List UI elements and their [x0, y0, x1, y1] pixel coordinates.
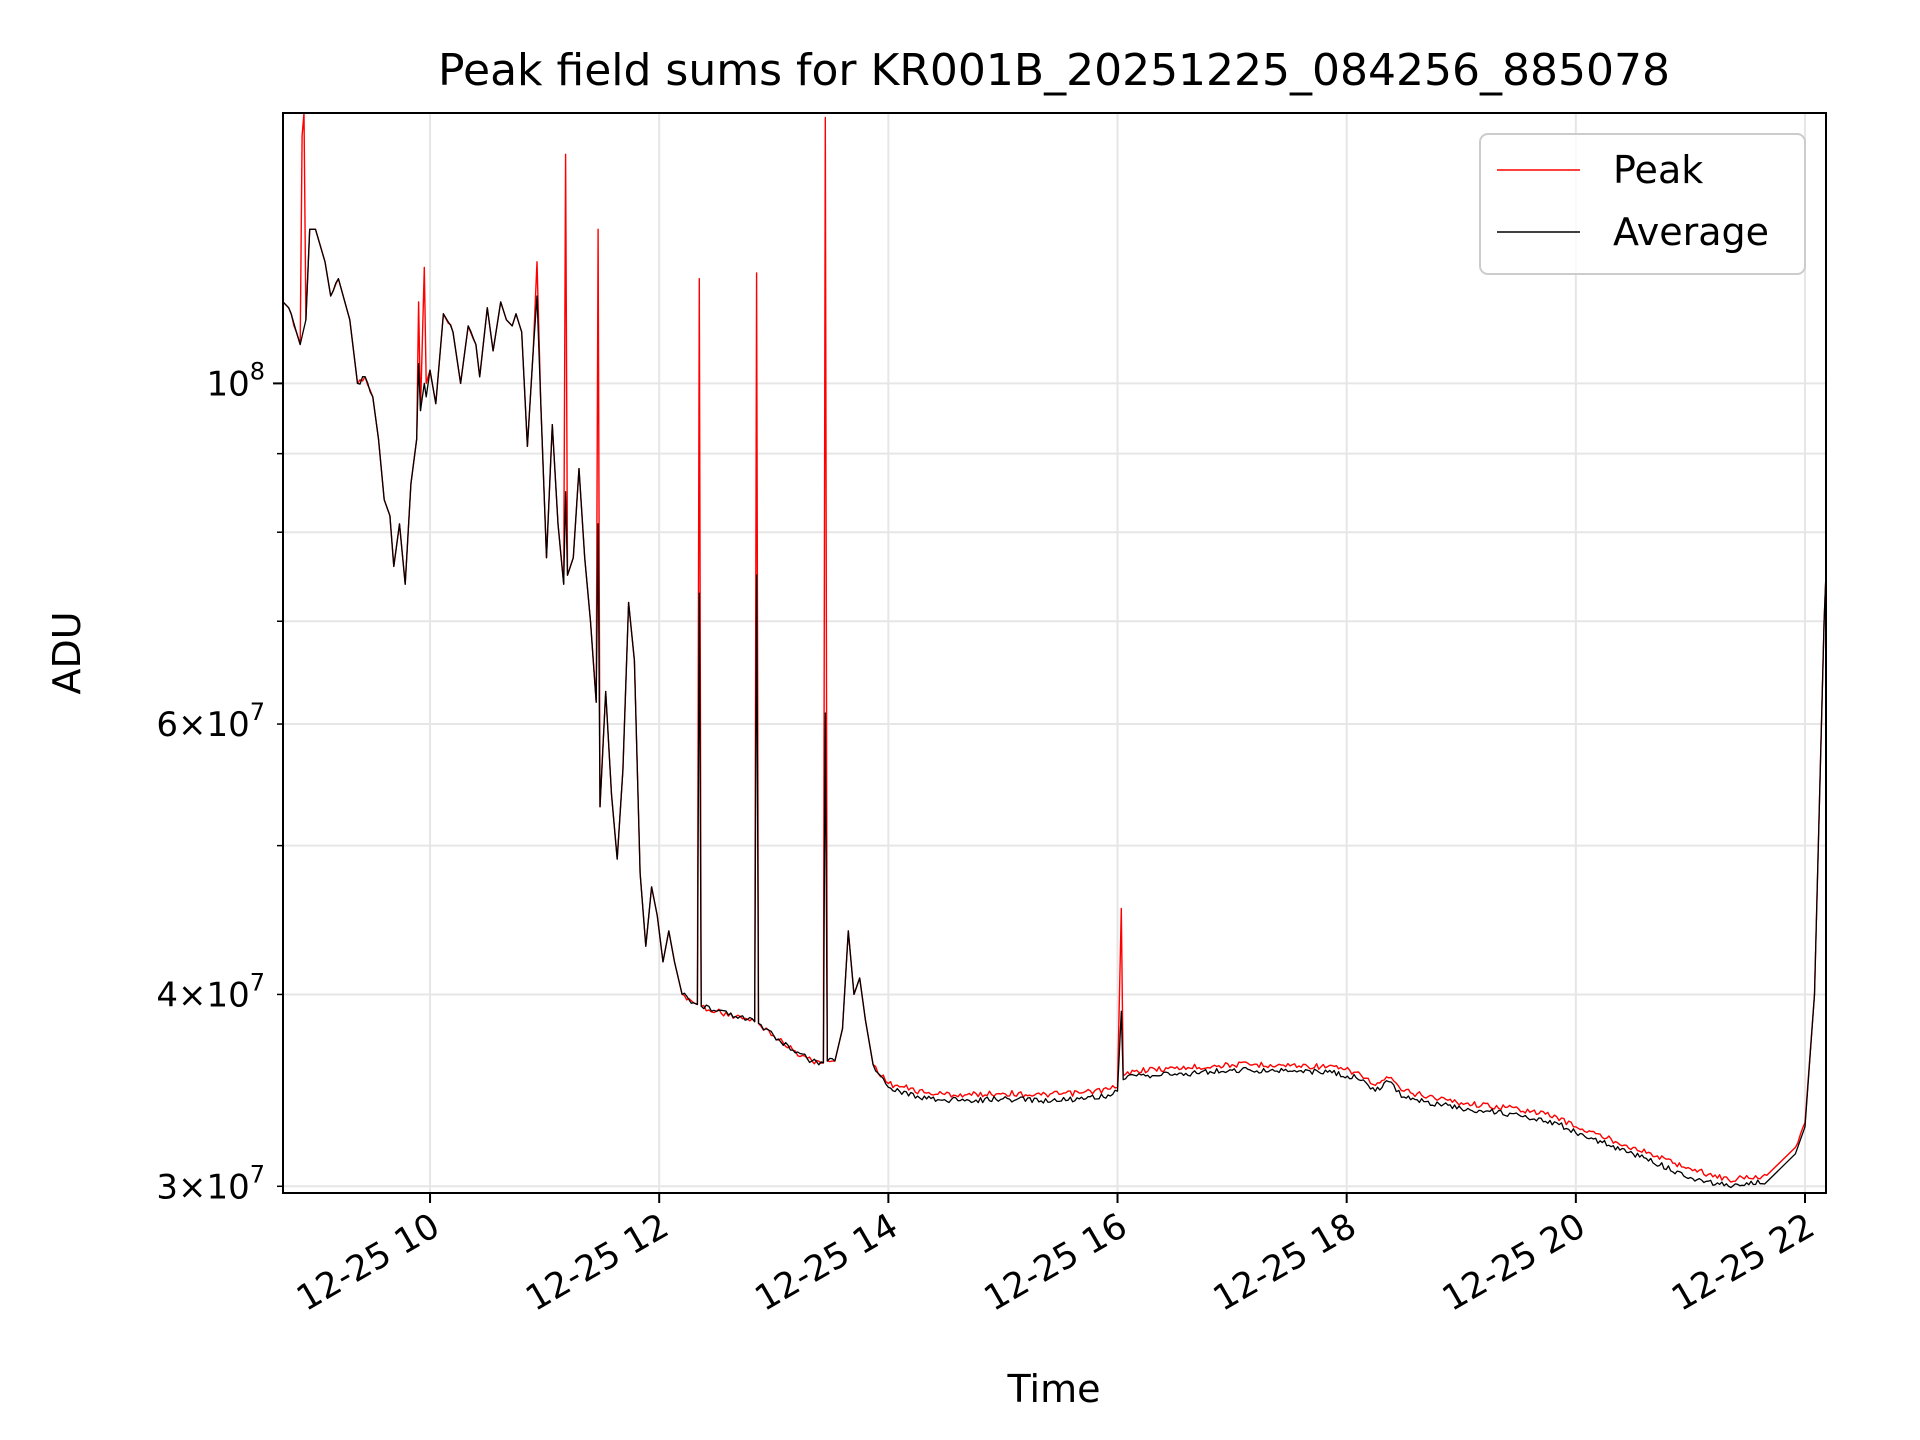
- plot-frame: [282, 112, 1827, 1194]
- chart-title: Peak field sums for KR001B_20251225_0842…: [438, 45, 1670, 96]
- y-axis-label: ADU: [45, 611, 89, 694]
- y-tick-label: 3×107: [156, 1160, 265, 1207]
- y-tick-base: 10: [206, 364, 249, 404]
- x-axis-label: Time: [1007, 1367, 1101, 1411]
- legend-peak-label: Peak: [1613, 148, 1703, 192]
- y-tick-exponent: 7: [250, 968, 265, 996]
- y-tick-exponent: 8: [250, 357, 265, 385]
- y-tick-exponent: 7: [250, 1160, 265, 1188]
- y-tick-exponent: 7: [250, 698, 265, 726]
- y-tick-base: 6×10: [156, 705, 249, 745]
- y-tick-label: 6×107: [156, 698, 265, 745]
- series-layer: [283, 113, 1826, 1189]
- legend-box: [1479, 133, 1806, 275]
- y-tick-base: 4×10: [156, 975, 249, 1015]
- y-tick-label: 4×107: [156, 968, 265, 1015]
- grid: [283, 113, 1826, 1193]
- legend-average-label: Average: [1613, 210, 1769, 254]
- plot-area: [283, 113, 1826, 1193]
- legend: Peak Average: [1479, 133, 1806, 275]
- y-tick-label: 108: [206, 357, 265, 404]
- y-tick-base: 3×10: [156, 1167, 249, 1207]
- series-line-average: [283, 228, 1826, 1189]
